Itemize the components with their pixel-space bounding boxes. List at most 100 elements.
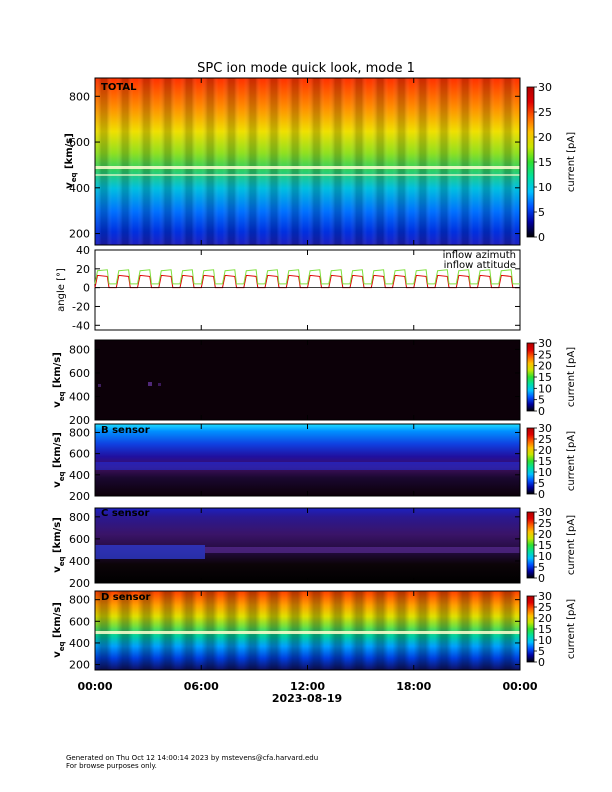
colorbar-strip bbox=[526, 595, 535, 663]
ytick-label: 800 bbox=[69, 343, 90, 356]
ytick-label: 400 bbox=[69, 390, 90, 403]
ytick-label: 600 bbox=[69, 136, 90, 149]
footer-line-1: Generated on Thu Oct 12 14:00:14 2023 by… bbox=[66, 754, 318, 762]
panel-angle: -40 -20 0 20 40 angle [°] inflow azimuth inf… bbox=[56, 244, 521, 332]
colorbar-tick-label: 15 bbox=[538, 539, 552, 552]
a-speck-2 bbox=[148, 382, 152, 386]
colorbar-tick-label: 25 bbox=[538, 601, 552, 614]
colorbar-tick-label: 25 bbox=[538, 517, 552, 530]
xtick-label: 06:00 bbox=[184, 680, 219, 693]
colorbar-tick-label: 30 bbox=[538, 506, 552, 519]
ytick-label: 200 bbox=[69, 577, 90, 590]
total-panel-label: TOTAL bbox=[101, 82, 137, 93]
panel-c-sensor: C sensor 200 400 600 800 veq [km/s] bbox=[52, 507, 521, 590]
colorbar-strip bbox=[526, 86, 535, 238]
ytick-label: 600 bbox=[69, 615, 90, 628]
ytick-label: 400 bbox=[69, 469, 90, 482]
ytick-label: 400 bbox=[69, 182, 90, 195]
colorbar-tick-label: 0 bbox=[538, 656, 545, 669]
colorbar-tick-label: 0 bbox=[538, 572, 545, 585]
colorbar-tick-label: 0 bbox=[538, 405, 545, 418]
chart-title: SPC ion mode quick look, mode 1 bbox=[197, 61, 415, 76]
angle-ytick-label: 0 bbox=[83, 282, 90, 295]
colorbar-label: current [pA] bbox=[566, 132, 577, 192]
angle-ytick-label: -20 bbox=[72, 300, 90, 313]
colorbar-tick-label: 15 bbox=[538, 156, 552, 169]
xtick-label: 00:00 bbox=[77, 680, 112, 693]
c-ylabel: veq [km/s] bbox=[52, 517, 66, 573]
colorbar-strip bbox=[526, 427, 535, 495]
footer-line-2: For browse purposes only. bbox=[66, 762, 157, 770]
total-band-line-2 bbox=[95, 174, 520, 176]
ytick-label: 400 bbox=[69, 555, 90, 568]
ytick-label: 200 bbox=[69, 490, 90, 503]
angle-ytick-label: 40 bbox=[76, 244, 90, 257]
ytick-label: 200 bbox=[69, 228, 90, 241]
a-yticks: 200 400 600 800 bbox=[69, 343, 520, 427]
total-yticks: 200 400 600 800 bbox=[69, 90, 520, 241]
colorbar-tick-label: 15 bbox=[538, 371, 552, 384]
panel-d-sensor: D sensor 200 400 600 800 veq [km/s] bbox=[52, 590, 521, 672]
colorbar-strip bbox=[526, 511, 535, 579]
ytick-label: 800 bbox=[69, 594, 90, 607]
colorbar-tick-label: 25 bbox=[538, 348, 552, 361]
colorbar-label: current [pA] bbox=[566, 599, 577, 659]
colorbar-tick-label: 5 bbox=[538, 561, 545, 574]
a-speck-1 bbox=[98, 384, 101, 387]
colorbar-tick-label: 20 bbox=[538, 360, 552, 373]
c-band-early bbox=[95, 545, 205, 559]
colorbar-tick-label: 5 bbox=[538, 206, 545, 219]
panel-b-sensor: B sensor 200 400 600 800 veq [km/s] bbox=[52, 423, 521, 503]
angle-ytick-label: 20 bbox=[76, 263, 90, 276]
colorbar-tick-label: 5 bbox=[538, 477, 545, 490]
colorbar-tick-label: 10 bbox=[538, 181, 552, 194]
b-yticks: 200 400 600 800 bbox=[69, 426, 520, 503]
colorbar-tick-label: 20 bbox=[538, 444, 552, 457]
colorbar-tick-label: 5 bbox=[538, 394, 545, 407]
colorbar-tick-label: 0 bbox=[538, 231, 545, 244]
d-yticks: 200 400 600 800 bbox=[69, 594, 520, 672]
ytick-label: 600 bbox=[69, 448, 90, 461]
colorbar-tick-label: 25 bbox=[538, 106, 552, 119]
date-label: 2023-08-19 bbox=[272, 692, 342, 705]
colorbar-tick-label: 5 bbox=[538, 645, 545, 658]
xtick-label: 12:00 bbox=[290, 680, 325, 693]
d-heatmap-stripes bbox=[95, 591, 520, 670]
colorbar-tick-label: 10 bbox=[538, 550, 552, 563]
colorbar-tick-label: 30 bbox=[538, 337, 552, 350]
colorbar-tick-label: 20 bbox=[538, 528, 552, 541]
colorbar-tick-label: 10 bbox=[538, 634, 552, 647]
ytick-label: 800 bbox=[69, 426, 90, 439]
xtick-label: 00:00 bbox=[502, 680, 537, 693]
angle-ylabel: angle [°] bbox=[56, 268, 67, 312]
ytick-label: 600 bbox=[69, 533, 90, 546]
d-band-line bbox=[95, 631, 520, 634]
d-panel-label: D sensor bbox=[101, 592, 150, 603]
c-yticks: 200 400 600 800 bbox=[69, 511, 520, 590]
colorbar-tick-label: 30 bbox=[538, 81, 552, 94]
colorbar-tick-label: 20 bbox=[538, 612, 552, 625]
colorbar-tick-label: 30 bbox=[538, 422, 552, 435]
ytick-label: 800 bbox=[69, 511, 90, 524]
total-ylabel: veq [km/s] bbox=[64, 133, 78, 189]
ytick-label: 800 bbox=[69, 90, 90, 103]
colorbar-tick-label: 30 bbox=[538, 590, 552, 603]
colorbar-tick-label: 25 bbox=[538, 433, 552, 446]
colorbar-label: current [pA] bbox=[566, 347, 577, 407]
legend-inflow-azimuth: inflow azimuth bbox=[443, 250, 516, 261]
angle-yticks: -40 -20 0 20 40 bbox=[72, 244, 520, 332]
panel-a-sensor: 200 400 600 800 veq [km/s] bbox=[52, 339, 521, 427]
colorbar-strip bbox=[526, 342, 535, 412]
a-heatmap bbox=[95, 340, 520, 420]
total-band-line bbox=[95, 166, 520, 169]
legend-inflow-attitude: inflow attitude bbox=[444, 260, 516, 271]
ytick-label: 400 bbox=[69, 637, 90, 650]
panel-total: TOTAL 200 400 600 800 veq [km/s] bbox=[64, 77, 521, 246]
colorbar-tick-label: 20 bbox=[538, 131, 552, 144]
time-axis: 00:00 06:00 12:00 18:00 00:00 bbox=[77, 78, 538, 693]
